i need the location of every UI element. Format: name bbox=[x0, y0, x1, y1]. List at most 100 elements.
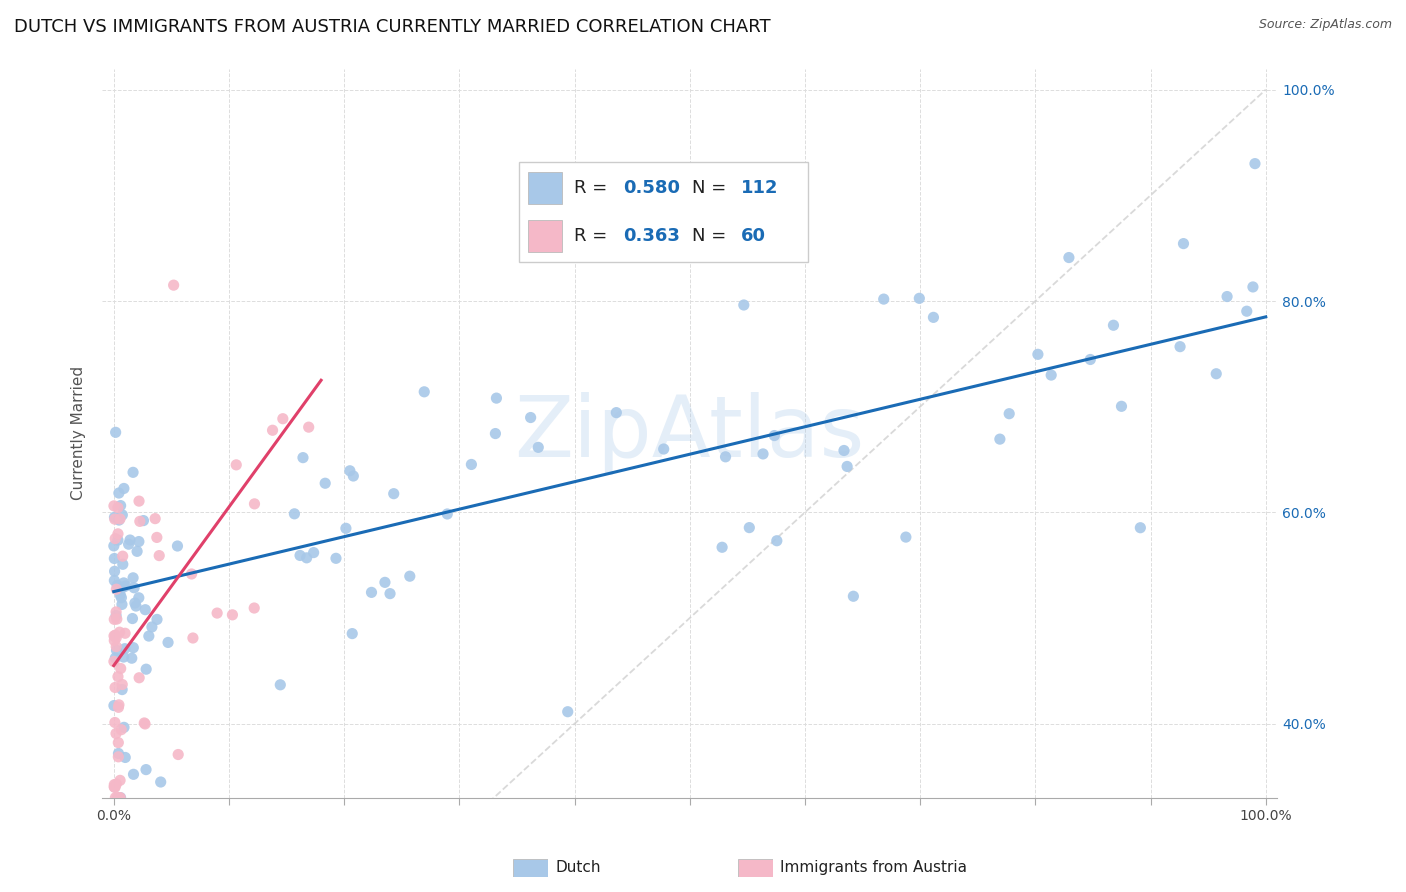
Point bbox=[339, 464, 361, 478]
Point bbox=[111, 508, 134, 522]
Point bbox=[291, 450, 314, 465]
Point bbox=[1111, 400, 1133, 414]
Point bbox=[122, 767, 145, 781]
Point bbox=[1040, 368, 1063, 382]
Point bbox=[115, 579, 138, 593]
Text: N =: N = bbox=[692, 179, 733, 197]
Point bbox=[243, 497, 266, 511]
Point bbox=[118, 533, 141, 547]
Point bbox=[714, 450, 737, 464]
Point bbox=[988, 432, 1011, 446]
Text: ZipAtlas: ZipAtlas bbox=[515, 392, 865, 475]
Point bbox=[128, 534, 150, 549]
Point bbox=[103, 780, 125, 794]
Point bbox=[108, 790, 131, 805]
Point bbox=[105, 777, 128, 791]
Point bbox=[122, 640, 145, 655]
Point bbox=[108, 698, 131, 712]
Point bbox=[125, 599, 148, 613]
Text: 0.363: 0.363 bbox=[623, 227, 681, 244]
Point bbox=[132, 514, 155, 528]
Point bbox=[180, 566, 202, 581]
Point bbox=[108, 773, 131, 788]
Point bbox=[103, 510, 125, 524]
Text: Dutch: Dutch bbox=[555, 861, 600, 875]
Point bbox=[128, 671, 150, 685]
Point bbox=[302, 545, 325, 559]
Point bbox=[107, 533, 129, 547]
Point bbox=[1244, 156, 1267, 170]
Point bbox=[1236, 304, 1258, 318]
Point bbox=[378, 587, 401, 601]
Point bbox=[436, 507, 458, 521]
Point bbox=[485, 391, 508, 405]
Point bbox=[269, 678, 291, 692]
Point bbox=[832, 443, 855, 458]
Point bbox=[519, 410, 541, 425]
Point bbox=[104, 425, 127, 440]
Text: Immigrants from Austria: Immigrants from Austria bbox=[780, 861, 967, 875]
Point bbox=[110, 723, 132, 737]
Point bbox=[1216, 289, 1239, 303]
Point bbox=[908, 291, 931, 305]
Point bbox=[103, 564, 125, 578]
Point bbox=[763, 428, 786, 442]
Point bbox=[652, 442, 675, 456]
Point bbox=[112, 575, 135, 590]
Point bbox=[107, 736, 129, 750]
Point bbox=[108, 486, 131, 500]
Point bbox=[111, 682, 134, 697]
Point bbox=[105, 608, 128, 623]
Point bbox=[146, 612, 169, 626]
Text: N =: N = bbox=[692, 227, 733, 244]
Point bbox=[134, 717, 156, 731]
Point bbox=[104, 512, 127, 526]
Point bbox=[105, 612, 128, 626]
Point bbox=[141, 620, 163, 634]
Text: R =: R = bbox=[574, 227, 613, 244]
Point bbox=[314, 476, 336, 491]
Point bbox=[894, 530, 917, 544]
Point bbox=[110, 588, 132, 602]
Point bbox=[288, 549, 311, 563]
Point bbox=[1057, 251, 1080, 265]
Point bbox=[342, 469, 364, 483]
Point bbox=[111, 558, 134, 572]
Point bbox=[1129, 521, 1152, 535]
Point bbox=[1026, 347, 1049, 361]
Point bbox=[107, 670, 129, 684]
Point bbox=[157, 635, 180, 649]
Y-axis label: Currently Married: Currently Married bbox=[72, 366, 86, 500]
Point bbox=[103, 551, 125, 566]
Text: DUTCH VS IMMIGRANTS FROM AUSTRIA CURRENTLY MARRIED CORRELATION CHART: DUTCH VS IMMIGRANTS FROM AUSTRIA CURRENT… bbox=[14, 18, 770, 36]
Point bbox=[766, 533, 789, 548]
Point bbox=[837, 459, 859, 474]
Point bbox=[105, 726, 128, 740]
Point bbox=[103, 629, 125, 643]
Point bbox=[108, 625, 131, 640]
Point bbox=[104, 532, 127, 546]
Point bbox=[225, 458, 247, 472]
Point bbox=[103, 539, 125, 553]
Point bbox=[398, 569, 420, 583]
Point bbox=[527, 441, 550, 455]
Point bbox=[107, 700, 129, 714]
Point bbox=[922, 310, 945, 325]
Point bbox=[108, 513, 131, 527]
Point bbox=[335, 521, 357, 535]
Point bbox=[103, 780, 125, 794]
Point bbox=[105, 578, 128, 592]
Point bbox=[135, 763, 157, 777]
Point bbox=[283, 507, 305, 521]
Point bbox=[325, 551, 347, 566]
Point bbox=[103, 655, 125, 669]
Point bbox=[998, 407, 1021, 421]
Point bbox=[104, 628, 127, 642]
Point bbox=[111, 580, 134, 594]
Point bbox=[1173, 236, 1195, 251]
Point bbox=[243, 601, 266, 615]
Point bbox=[127, 544, 149, 558]
Point bbox=[107, 749, 129, 764]
Point bbox=[135, 662, 157, 676]
Point bbox=[842, 589, 865, 603]
